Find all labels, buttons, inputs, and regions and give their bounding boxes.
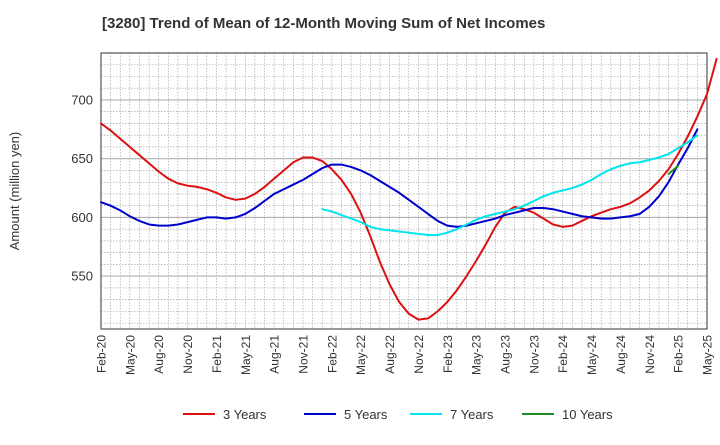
x-tick-label: Aug-24 bbox=[614, 335, 628, 374]
x-tick-label: Nov-24 bbox=[643, 335, 657, 374]
legend: 3 Years 5 Years 7 Years 10 Years bbox=[183, 407, 613, 422]
y-tick-label: 650 bbox=[71, 151, 93, 166]
x-tick-label: May-25 bbox=[701, 335, 715, 375]
x-tick-label: May-20 bbox=[123, 335, 137, 375]
x-tick-label: Aug-22 bbox=[383, 335, 397, 374]
x-tick-label: Nov-20 bbox=[181, 335, 195, 374]
x-tick-label: Feb-22 bbox=[325, 335, 339, 373]
x-tick-label: Aug-23 bbox=[499, 335, 513, 374]
series-line bbox=[667, 164, 680, 175]
grid bbox=[101, 53, 707, 329]
x-tick-label: Feb-21 bbox=[210, 335, 224, 373]
x-tick-label: Aug-20 bbox=[152, 335, 166, 374]
legend-label: 10 Years bbox=[562, 407, 613, 422]
legend-label: 3 Years bbox=[223, 407, 267, 422]
x-tick-label: May-22 bbox=[354, 335, 368, 375]
legend-label: 7 Years bbox=[450, 407, 494, 422]
y-tick-label: 550 bbox=[71, 269, 93, 284]
x-tick-label: May-23 bbox=[470, 335, 484, 375]
x-tick-label: May-24 bbox=[585, 335, 599, 375]
y-axis-label: Amount (million yen) bbox=[7, 132, 22, 251]
x-tick-label: Feb-23 bbox=[441, 335, 455, 373]
x-tick-label: May-21 bbox=[239, 335, 253, 375]
chart-title: [3280] Trend of Mean of 12-Month Moving … bbox=[102, 15, 546, 32]
x-tick-label: Nov-22 bbox=[412, 335, 426, 374]
x-tick-label: Nov-23 bbox=[527, 335, 541, 374]
series-line bbox=[100, 128, 699, 228]
plot-area-frame bbox=[100, 52, 708, 330]
x-tick-label: Feb-24 bbox=[556, 335, 570, 373]
series-line bbox=[100, 57, 718, 321]
y-tick-label: 600 bbox=[71, 210, 93, 225]
x-tick-label: Nov-21 bbox=[297, 335, 311, 374]
x-tick-label: Aug-21 bbox=[268, 335, 282, 374]
x-tick-label: Feb-20 bbox=[95, 335, 109, 373]
series-line bbox=[321, 134, 699, 237]
y-tick-labels: 550 600 650 700 bbox=[71, 92, 93, 283]
y-tick-label: 700 bbox=[71, 92, 93, 107]
series-lines bbox=[100, 57, 718, 321]
x-tick-labels: Feb-20 May-20 Aug-20 Nov-20 Feb-21 May-21 Aug-… bbox=[95, 335, 715, 375]
legend-label: 5 Years bbox=[344, 407, 388, 422]
x-tick-label: Feb-25 bbox=[672, 335, 686, 373]
